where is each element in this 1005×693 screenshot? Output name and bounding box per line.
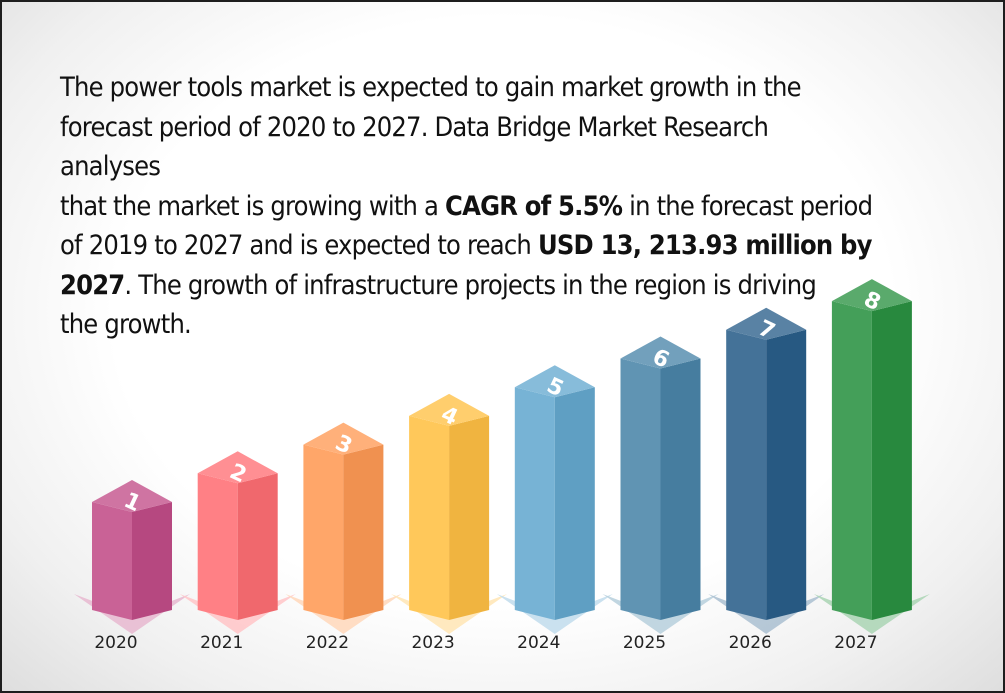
year-label-2021: 2021 (200, 633, 243, 653)
bar-2021: 2 (197, 451, 278, 620)
year-label-2025: 2025 (623, 633, 666, 653)
bar-base-2020 (74, 594, 190, 634)
cagr-highlight: CAGR of 5.5% (445, 190, 623, 222)
bar-base-2021 (179, 594, 296, 634)
bar-2024: 5 (514, 365, 595, 620)
bar-base-2023 (391, 594, 508, 634)
bar-base-2022 (285, 594, 402, 634)
bar-base-2024 (496, 594, 613, 634)
bar-2025: 6 (620, 336, 701, 620)
bar-2027: 8 (831, 279, 912, 620)
year-label-2027: 2027 (834, 633, 877, 653)
year-label-2022: 2022 (306, 633, 349, 653)
year-label-2020: 2020 (94, 633, 137, 653)
year-label-2024: 2024 (517, 633, 560, 653)
bar-base-2025 (602, 594, 719, 634)
bar-base-2026 (708, 594, 825, 634)
bar-2026: 7 (726, 307, 807, 620)
bar-2023: 4 (409, 393, 490, 620)
bar-base-2027 (813, 594, 930, 634)
intro-text-1: The power tools market is expected to ga… (60, 72, 802, 222)
bar-2020: 1 (92, 480, 172, 620)
intro-paragraph: The power tools market is expected to ga… (60, 68, 875, 345)
year-label-2026: 2026 (729, 633, 772, 653)
intro-text-3: . The growth of infrastructure projects … (60, 269, 817, 341)
intro-text-2: in the forecast period of 2019 to 2027 a… (60, 190, 873, 262)
market-size-highlight: USD 13, 213.93 million by 2027 (60, 230, 872, 301)
year-label-2023: 2023 (411, 633, 454, 653)
bar-2022: 3 (303, 422, 384, 620)
